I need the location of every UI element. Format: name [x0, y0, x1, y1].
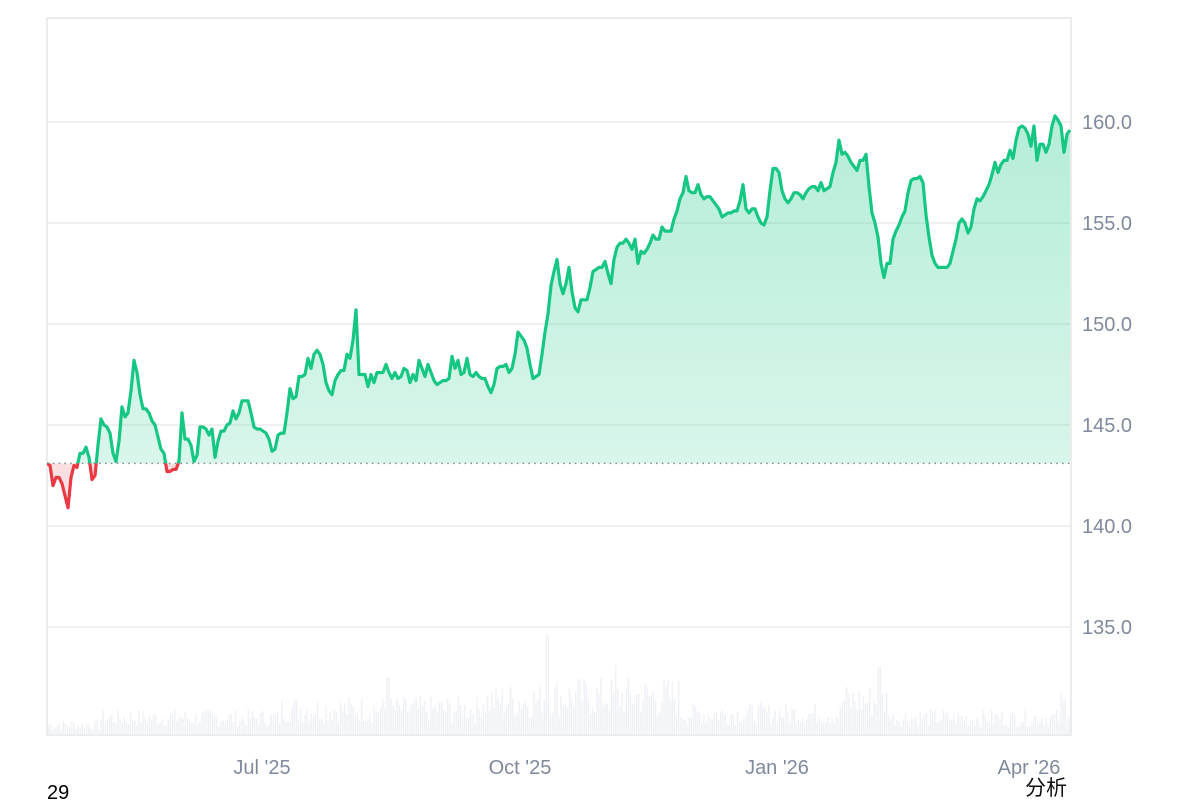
footer-analysis-label: 分析: [1025, 776, 1067, 800]
x-tick-label: Jul '25: [233, 757, 290, 779]
y-tick-label: 155.0: [1082, 213, 1132, 235]
footer-left-number: 29: [47, 782, 70, 804]
y-tick-label: 140.0: [1082, 516, 1132, 538]
volume-bars: [48, 635, 1070, 735]
x-tick-label: Apr '26: [998, 757, 1061, 779]
y-tick-label: 160.0: [1082, 112, 1132, 134]
price-area: [47, 115, 1070, 508]
price-line: [47, 114, 1071, 510]
price-line-up: [47, 114, 1071, 464]
y-tick-label: 145.0: [1082, 415, 1132, 437]
x-axis-labels: Jul '25 Oct '25 Jan '26 Apr '26: [233, 757, 1060, 779]
y-axis-labels: 160.0 155.0 150.0 145.0 140.0 135.0: [1082, 112, 1132, 639]
y-tick-label: 135.0: [1082, 617, 1132, 639]
y-tick-label: 150.0: [1082, 314, 1132, 336]
x-tick-label: Jan '26: [745, 757, 809, 779]
x-tick-label: Oct '25: [489, 757, 552, 779]
